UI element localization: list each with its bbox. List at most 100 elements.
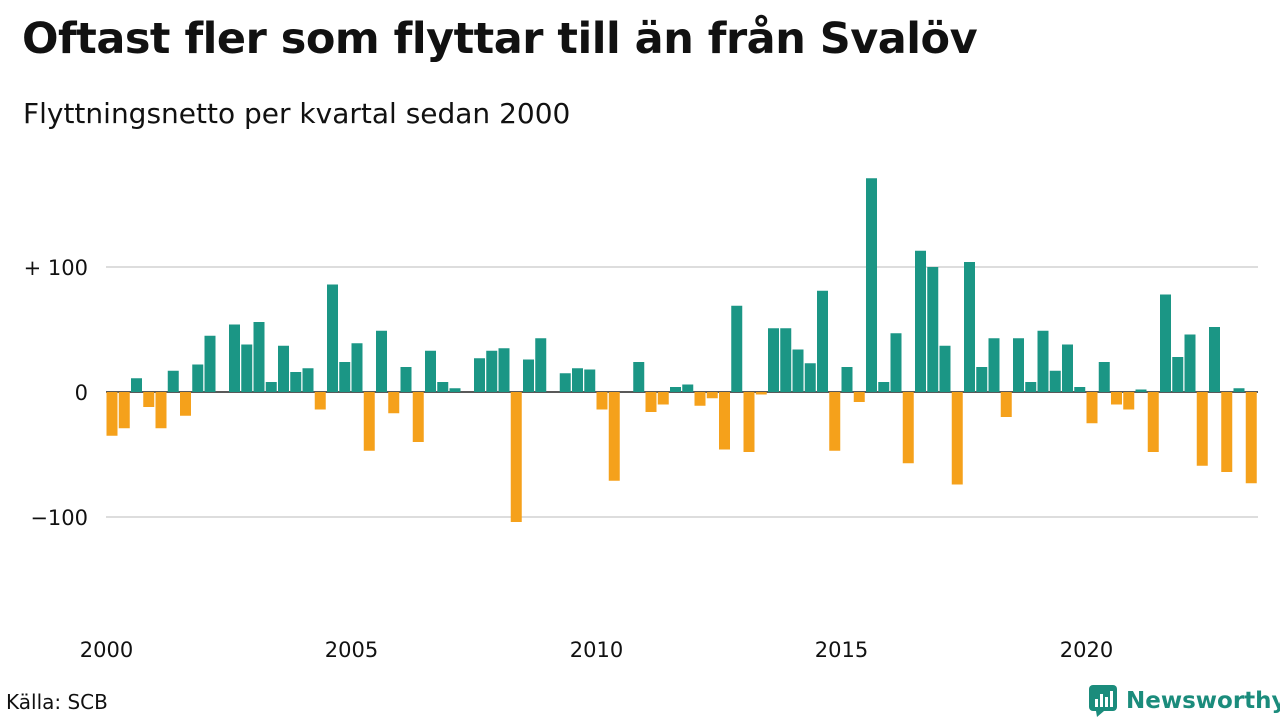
bar [657,392,669,405]
y-tick-label: −100 [30,506,88,530]
bar [449,388,461,392]
bar [1233,388,1245,392]
bar [1037,330,1049,392]
bar [596,392,608,410]
bar [180,392,191,416]
bar [694,392,706,406]
bar [1172,357,1184,392]
bar [1074,387,1086,392]
bar-chart: + 100 0 −100 2000 2005 2010 2015 2020 [24,178,1258,662]
bar [1062,344,1073,392]
bar [1123,392,1135,410]
bar [1147,392,1159,452]
bar [731,305,743,392]
bar [804,363,816,392]
x-tick-label: 2020 [1060,638,1113,662]
bar [204,335,216,392]
bar [670,387,681,392]
newsworthy-logo-text: Newsworthy [1126,688,1280,714]
bar [106,392,118,436]
bar [1098,362,1110,392]
bar [253,322,265,392]
bar [302,368,314,392]
bar [339,362,351,392]
bar [1013,338,1024,392]
bar [155,392,167,429]
bar [951,392,963,485]
bar [351,343,363,392]
newsworthy-logo-icon [1089,685,1117,717]
bar [890,333,902,392]
y-tick-label: 0 [75,381,88,405]
bar [976,367,988,392]
bar [768,328,779,392]
bar [1209,327,1220,392]
bar [474,358,485,392]
bar [939,345,951,392]
bar [866,178,877,392]
bar [363,392,375,451]
axis-labels: + 100 0 −100 2000 2005 2010 2015 2020 [24,256,1114,662]
bar [241,344,253,392]
chart-title: Oftast fler som flyttar till än från Sva… [22,14,978,64]
bar [1000,392,1012,417]
bar [290,372,302,392]
bars [106,178,1257,522]
bar [278,345,289,392]
bar [755,392,767,395]
bar [1184,334,1196,392]
bar [425,350,436,392]
bar [1049,370,1061,392]
bar [829,392,841,451]
chart-subtitle: Flyttningsnetto per kvartal sedan 2000 [23,97,571,130]
bar [988,338,1000,392]
bar [1160,294,1171,392]
x-tick-label: 2000 [80,638,133,662]
bar [1111,392,1122,405]
bar [645,392,657,412]
bar [143,392,155,407]
x-tick-label: 2010 [570,638,623,662]
bar [608,392,620,481]
bar [915,250,926,392]
bar [510,392,522,522]
bar [1025,382,1037,392]
bar [523,359,534,392]
bar [327,284,338,392]
bar [498,348,510,392]
bar [1086,392,1098,424]
bar [706,392,718,399]
bar [131,378,142,392]
bar [584,369,596,392]
bar [437,382,449,392]
bar [1221,392,1233,472]
bar [792,349,804,392]
bar [118,392,130,429]
bar [167,370,179,392]
bar [817,290,828,392]
bar [572,368,583,392]
bar [633,362,645,392]
bar [719,392,730,450]
bar [1135,389,1147,392]
bar [902,392,914,464]
bar [229,324,240,392]
bar [400,367,412,392]
bar [878,382,890,392]
bar [682,384,694,392]
bar [780,328,792,392]
bar [388,392,400,414]
bar [841,367,853,392]
bar [1196,392,1208,466]
source-note: Källa: SCB [6,690,108,714]
bar [535,338,547,392]
x-tick-label: 2015 [815,638,868,662]
bar [927,267,939,392]
bar [964,262,975,392]
bar [265,382,277,392]
bar [1245,392,1257,484]
bar [853,392,865,402]
bar [486,350,498,392]
bar [559,373,571,392]
x-tick-label: 2005 [325,638,378,662]
